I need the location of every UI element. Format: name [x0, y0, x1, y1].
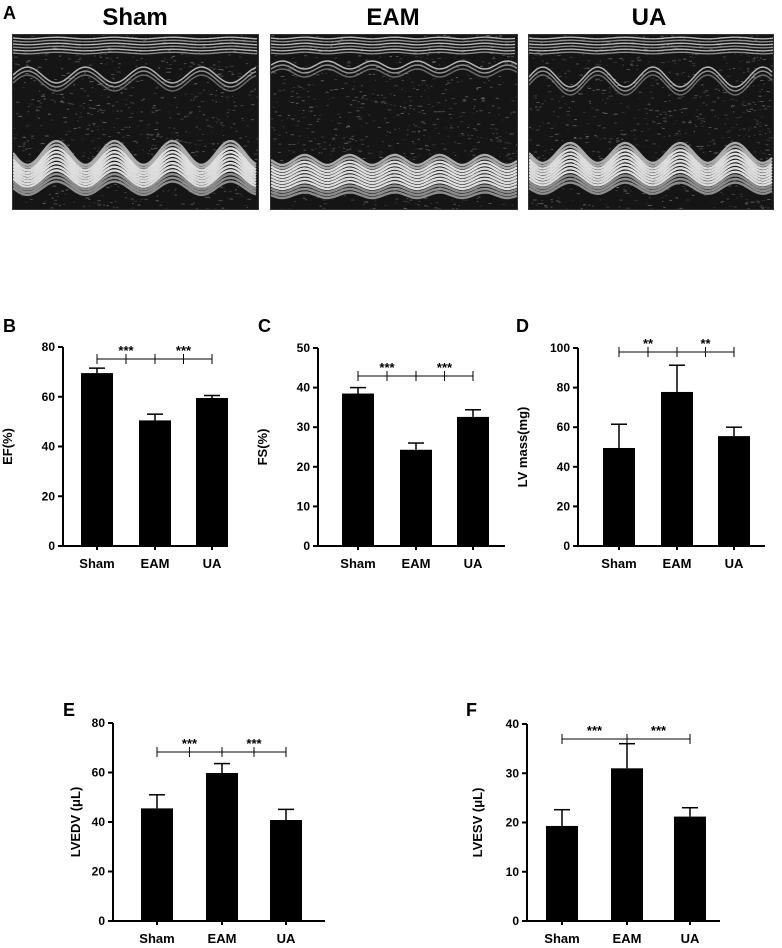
panel-f-letter: F	[466, 700, 477, 720]
fs-bar-chart: 0 10 20 30 40 50 FS(%) Sham EAM UA *** ***	[255, 341, 505, 571]
x-tick-label: Sham	[340, 556, 375, 571]
significance-label: ***	[587, 723, 603, 738]
bar-eam	[206, 772, 238, 921]
lvesv-bar-chart: 0 10 20 30 40 LVESV (μL) Sham EAM UA *** ***	[470, 717, 720, 946]
bar-eam	[611, 768, 643, 921]
y-tick-label: 80	[557, 381, 571, 395]
bar-sham	[546, 825, 578, 921]
x-tick-label: UA	[277, 931, 296, 946]
bar-eam	[400, 449, 432, 546]
y-axis-label: LVESV (μL)	[470, 788, 485, 858]
bar-ua	[196, 397, 228, 546]
significance-label: ***	[182, 736, 198, 751]
bar-sham	[342, 393, 374, 546]
y-tick-label: 100	[550, 341, 570, 355]
x-tick-label: UA	[681, 931, 700, 946]
x-tick-label: Sham	[79, 556, 114, 571]
y-tick-label: 0	[48, 539, 55, 553]
bar-ua	[270, 820, 302, 921]
panel-b-letter: B	[3, 316, 16, 336]
x-tick-label: EAM	[613, 931, 642, 946]
bar-eam	[661, 391, 693, 546]
significance-label: ***	[176, 343, 192, 358]
significance-label: **	[643, 336, 654, 351]
significance-label: ***	[437, 360, 453, 375]
x-tick-label: EAM	[208, 931, 237, 946]
bar-ua	[718, 436, 750, 546]
y-tick-label: 0	[98, 914, 105, 928]
bar-ua	[674, 816, 706, 921]
x-tick-label: UA	[203, 556, 222, 571]
y-tick-label: 40	[92, 815, 106, 829]
x-tick-label: EAM	[141, 556, 170, 571]
panel-e-letter: E	[63, 700, 76, 720]
significance-label: ***	[246, 736, 262, 751]
y-tick-label: 80	[42, 340, 56, 354]
y-tick-label: 30	[297, 420, 311, 434]
significance-label: ***	[118, 343, 134, 358]
echo-image-eam	[270, 34, 518, 210]
y-tick-label: 20	[297, 460, 311, 474]
y-axis-label: LVEDV (μL)	[68, 787, 83, 858]
bar-sham	[141, 808, 173, 921]
y-tick-label: 10	[297, 499, 311, 513]
y-tick-label: 50	[297, 341, 311, 355]
y-tick-label: 60	[557, 420, 571, 434]
echo-image-sham	[12, 34, 259, 210]
bar-sham	[603, 447, 635, 546]
y-tick-label: 60	[92, 766, 106, 780]
x-tick-label: Sham	[139, 931, 174, 946]
panel-c-letter: C	[258, 316, 271, 336]
bar-ua	[457, 416, 489, 546]
y-axis-label: FS(%)	[255, 429, 270, 466]
panel-d-letter: D	[516, 316, 529, 336]
bar-sham	[81, 373, 113, 546]
y-tick-label: 20	[92, 865, 106, 879]
x-tick-label: UA	[725, 556, 744, 571]
panel-a-letter: A	[3, 3, 16, 23]
significance-label: **	[700, 336, 711, 351]
significance-label: ***	[651, 723, 667, 738]
y-tick-label: 80	[92, 716, 106, 730]
significance-label: ***	[379, 360, 395, 375]
lvedv-bar-chart: 0 20 40 60 80 LVEDV (μL) Sham EAM UA *** ***	[68, 716, 325, 946]
y-tick-label: 60	[42, 390, 56, 404]
y-axis-label: EF(%)	[0, 428, 15, 465]
y-tick-label: 40	[557, 460, 571, 474]
x-tick-label: Sham	[601, 556, 636, 571]
bar-eam	[139, 420, 171, 546]
y-tick-label: 40	[297, 381, 311, 395]
y-tick-label: 20	[42, 489, 56, 503]
y-tick-label: 0	[563, 539, 570, 553]
y-tick-label: 10	[506, 865, 520, 879]
y-tick-label: 0	[512, 914, 519, 928]
y-axis-label: LV mass(mg)	[515, 407, 530, 488]
y-tick-label: 30	[506, 766, 520, 780]
y-tick-label: 20	[557, 499, 571, 513]
echo-title-eam: EAM	[366, 4, 420, 31]
y-tick-label: 40	[42, 440, 56, 454]
echo-title-ua: UA	[631, 4, 667, 31]
y-tick-label: 20	[506, 816, 520, 830]
x-tick-label: Sham	[544, 931, 579, 946]
echo-image-ua	[528, 34, 774, 210]
echo-title-sham: Sham	[102, 4, 168, 31]
y-tick-label: 0	[303, 539, 310, 553]
x-tick-label: EAM	[663, 556, 692, 571]
lv-mass-bar-chart: 0 20 40 60 80 100 LV mass(mg) Sham EAM UA ** **	[515, 336, 765, 571]
y-tick-label: 40	[506, 717, 520, 731]
x-tick-label: EAM	[402, 556, 431, 571]
ef-bar-chart: 0 20 40 60 80 EF(%) Sham EAM UA *** ***	[0, 340, 228, 571]
x-tick-label: UA	[464, 556, 483, 571]
